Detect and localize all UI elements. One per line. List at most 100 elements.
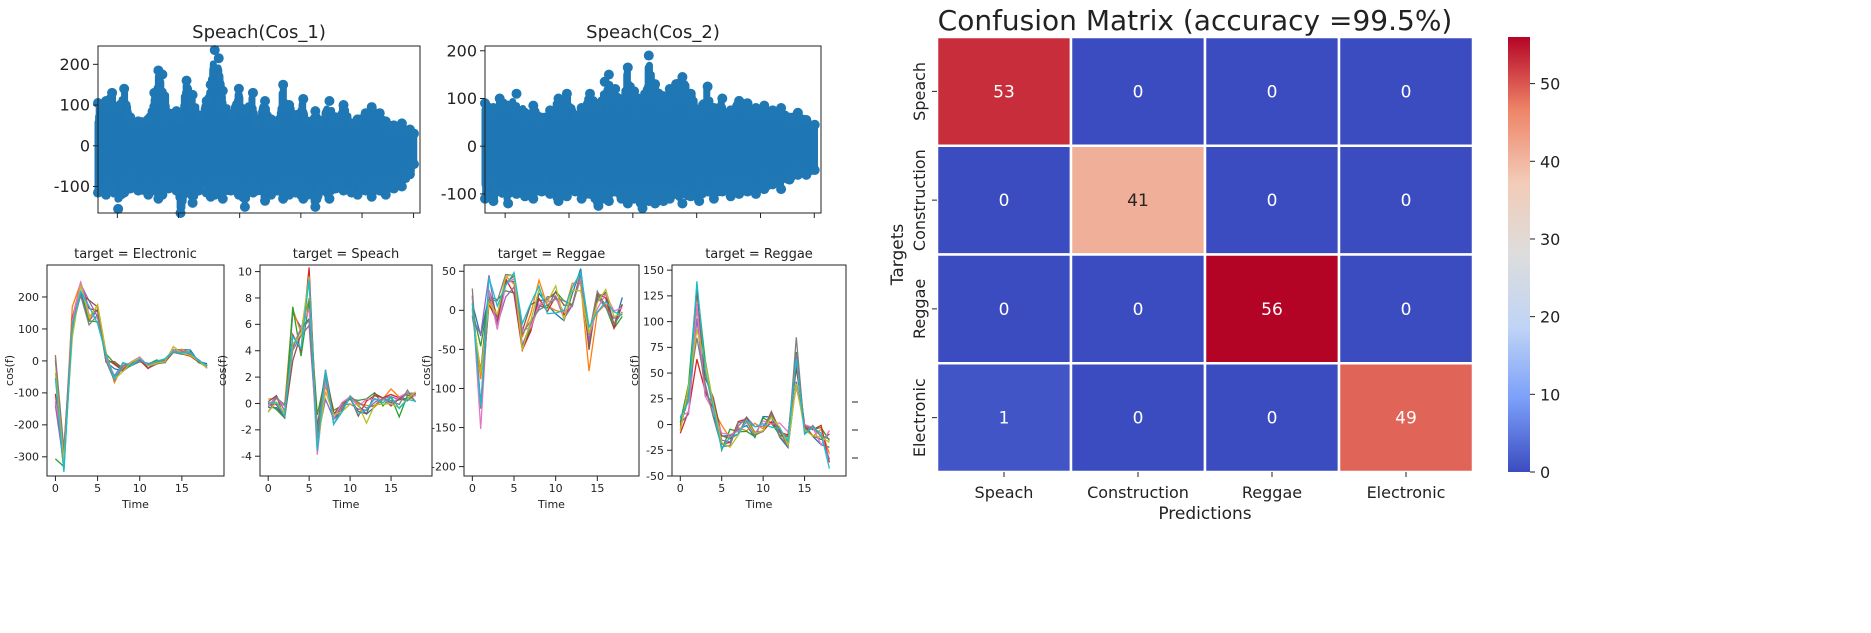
heatmap-cell [1337, 362, 1475, 474]
scatter-point [593, 100, 604, 111]
y-tick-label: 150 [643, 264, 664, 277]
y-tick-label: 4 [245, 345, 252, 358]
scatter-point [290, 110, 301, 121]
scatter-point [610, 186, 621, 197]
series-line [268, 279, 416, 451]
colorbar: 0 10 20 30 40 50 [1508, 37, 1560, 482]
heatmap-cell [935, 253, 1073, 365]
x-tick-label: Speach [975, 483, 1034, 502]
scatter-point [750, 103, 761, 114]
scatter-point [187, 89, 198, 100]
y-tick-label: -100 [441, 185, 477, 204]
scatter-point [119, 83, 130, 94]
scatter-point [360, 185, 371, 196]
x-tick-label: 0 [677, 482, 684, 495]
scatter-point [388, 183, 399, 194]
y-tick-label: -300 [14, 451, 39, 464]
scatter-point [380, 189, 391, 200]
axes-frame [259, 264, 433, 477]
y-tick-label: Reggae [910, 279, 929, 339]
cell-value: 0 [1133, 82, 1144, 102]
line-chart-4: target = Reggae -50 -25 0 25 50 75 100 125 150 0 5 1… [628, 247, 847, 511]
y-tick-label: 125 [643, 290, 664, 303]
x-tick-label: 5 [718, 482, 725, 495]
scatter-point [157, 189, 168, 200]
scatter-point [694, 105, 705, 116]
scatter-point [338, 100, 349, 111]
series-line [268, 267, 416, 443]
cell-value: 41 [1127, 191, 1149, 211]
heatmap-cell [935, 362, 1073, 474]
y-tick-label: -50 [438, 343, 456, 356]
chart-title: target = Speach [293, 247, 400, 262]
scatter-point [553, 93, 564, 104]
scatter-point [201, 95, 212, 106]
scatter-point [685, 191, 696, 202]
scatter-point [576, 103, 587, 114]
scatter-point [759, 184, 770, 195]
scatter-points [93, 45, 419, 218]
chart-title: Confusion Matrix (accuracy =99.5%) [938, 4, 1453, 37]
scatter-point [396, 118, 407, 129]
scatter-point [330, 112, 341, 123]
scatter-point [616, 95, 627, 106]
x-tick-label: 10 [133, 482, 147, 495]
scatter-point [553, 196, 564, 207]
scatter-point [125, 112, 136, 123]
chart-title: target = Reggae [498, 247, 606, 262]
scatter-point [388, 120, 399, 131]
x-tick-label: 15 [175, 482, 189, 495]
scatter-point [767, 179, 778, 190]
colorbar-tick-label: 20 [1540, 308, 1560, 327]
colorbar-gradient [1508, 37, 1530, 472]
y-tick-label: 100 [18, 323, 39, 336]
scatter-point [302, 116, 313, 127]
chart-title: Speach(Cos_2) [586, 22, 720, 43]
scatter-point [801, 169, 812, 180]
scatter-point [725, 191, 736, 202]
series-line [471, 273, 623, 409]
y-tick-label: 25 [650, 393, 664, 406]
series-lines [471, 268, 623, 430]
scatter-point [809, 165, 820, 176]
scatter-point [338, 185, 349, 196]
scatter-point [622, 62, 633, 73]
scatter-point [149, 87, 160, 98]
scatter-point [528, 100, 539, 111]
scatter-point [352, 189, 363, 200]
scatter-point [260, 195, 271, 206]
scatter-point [637, 203, 648, 214]
x-tick-label: Construction [1087, 483, 1189, 502]
y-tick-label: 100 [643, 315, 664, 328]
cell-value: 0 [1401, 191, 1412, 211]
scatter-point [225, 185, 236, 196]
colorbar-tick-label: 30 [1540, 230, 1560, 249]
x-tick-label: 10 [549, 482, 563, 495]
scatter-point [708, 193, 719, 204]
y-tick-label: 50 [650, 367, 664, 380]
y-tick-label: -150 [431, 421, 456, 434]
x-tick-label: 15 [384, 482, 398, 495]
scatter-point [181, 75, 192, 86]
scatter-point [360, 108, 371, 119]
scatter-point [610, 83, 621, 94]
line-chart-2: target = Speach -4 -2 0 2 4 6 8 10 0 5 10 15 Time cos(… [216, 247, 433, 511]
axes-frame [463, 264, 640, 477]
axes-frame [671, 264, 847, 477]
scatter-point [536, 112, 547, 123]
scatter-point [272, 116, 283, 127]
scatter-point [759, 100, 770, 111]
y-tick-label: 8 [245, 292, 252, 305]
scatter-point [708, 103, 719, 114]
y-tick-label: -100 [431, 382, 456, 395]
x-axis-label: Time [121, 498, 149, 511]
y-tick-label: 200 [446, 41, 477, 60]
scatter-point [734, 95, 745, 106]
scatter-point [511, 88, 522, 99]
x-tick-label: 15 [590, 482, 604, 495]
x-tick-label: 5 [94, 482, 101, 495]
scatter-point [298, 93, 309, 104]
scatter-point [603, 69, 614, 80]
line-chart-3: target = Reggae -200 -150 -100 -50 0 50 0 5 10 15 T… [420, 247, 640, 511]
scatter-point [784, 174, 795, 185]
